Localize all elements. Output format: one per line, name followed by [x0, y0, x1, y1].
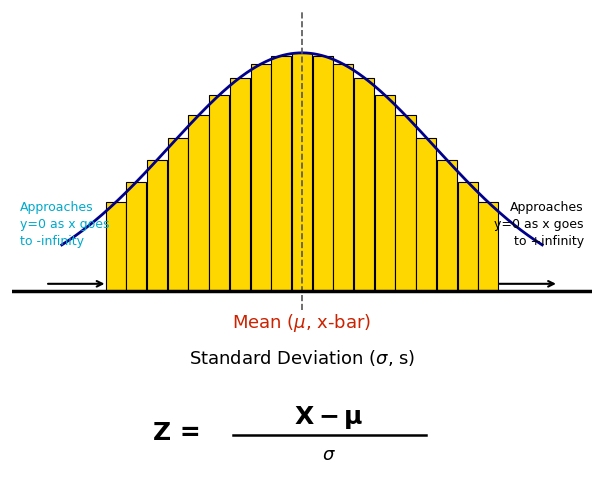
- Bar: [168, 138, 188, 291]
- Bar: [458, 182, 478, 291]
- Bar: [416, 138, 436, 291]
- Bar: [375, 95, 395, 291]
- Text: Mean ($\mu$, x-bar): Mean ($\mu$, x-bar): [233, 312, 371, 334]
- Bar: [437, 160, 457, 291]
- Text: Standard Deviation ($\sigma$, s): Standard Deviation ($\sigma$, s): [189, 348, 415, 368]
- Bar: [396, 116, 416, 291]
- Bar: [292, 53, 312, 291]
- Text: Approaches
y=0 as x goes
to -infinity: Approaches y=0 as x goes to -infinity: [21, 201, 110, 248]
- Bar: [209, 95, 229, 291]
- Bar: [271, 56, 291, 291]
- Bar: [478, 202, 498, 291]
- Text: $\mathbf{X - \mu}$: $\mathbf{X - \mu}$: [294, 404, 364, 431]
- Bar: [354, 78, 374, 291]
- Bar: [126, 182, 146, 291]
- Bar: [251, 64, 271, 291]
- Text: $\sigma$: $\sigma$: [323, 446, 336, 464]
- Text: Z =: Z =: [153, 420, 210, 444]
- Bar: [313, 56, 333, 291]
- Bar: [106, 202, 126, 291]
- Bar: [230, 78, 250, 291]
- Bar: [147, 160, 167, 291]
- Bar: [188, 116, 208, 291]
- Bar: [333, 64, 353, 291]
- Text: Approaches
y=0 as x goes
to +infinity: Approaches y=0 as x goes to +infinity: [494, 201, 583, 248]
